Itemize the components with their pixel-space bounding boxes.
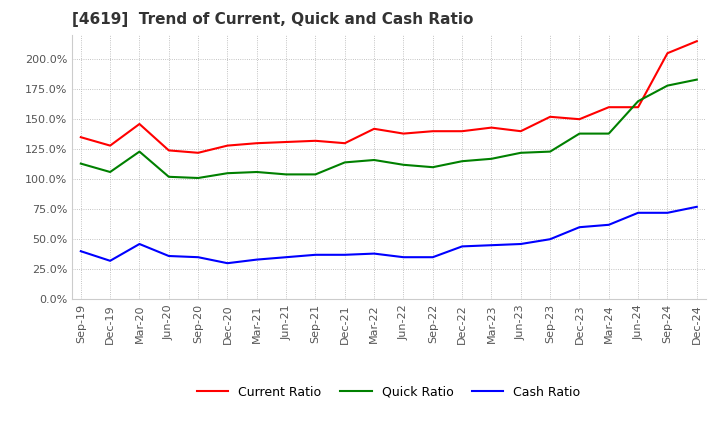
Quick Ratio [282, 172, 290, 177]
Current Ratio [663, 51, 672, 56]
Line: Current Ratio: Current Ratio [81, 41, 697, 153]
Current Ratio [575, 117, 584, 122]
Current Ratio [693, 39, 701, 44]
Quick Ratio [341, 160, 349, 165]
Current Ratio [399, 131, 408, 136]
Current Ratio [428, 128, 437, 134]
Cash Ratio [605, 222, 613, 227]
Text: [4619]  Trend of Current, Quick and Cash Ratio: [4619] Trend of Current, Quick and Cash … [72, 12, 473, 27]
Cash Ratio [428, 255, 437, 260]
Current Ratio [135, 121, 144, 127]
Cash Ratio [135, 242, 144, 247]
Quick Ratio [253, 169, 261, 175]
Cash Ratio [253, 257, 261, 262]
Current Ratio [253, 140, 261, 146]
Current Ratio [106, 143, 114, 148]
Quick Ratio [605, 131, 613, 136]
Cash Ratio [546, 237, 554, 242]
Current Ratio [487, 125, 496, 130]
Current Ratio [223, 143, 232, 148]
Cash Ratio [282, 255, 290, 260]
Quick Ratio [458, 158, 467, 164]
Current Ratio [546, 114, 554, 119]
Cash Ratio [634, 210, 642, 216]
Quick Ratio [399, 162, 408, 168]
Legend: Current Ratio, Quick Ratio, Cash Ratio: Current Ratio, Quick Ratio, Cash Ratio [192, 381, 585, 404]
Cash Ratio [311, 252, 320, 257]
Cash Ratio [693, 204, 701, 209]
Current Ratio [458, 128, 467, 134]
Current Ratio [311, 138, 320, 143]
Quick Ratio [575, 131, 584, 136]
Cash Ratio [106, 258, 114, 264]
Current Ratio [341, 140, 349, 146]
Quick Ratio [76, 161, 85, 166]
Cash Ratio [399, 255, 408, 260]
Quick Ratio [135, 149, 144, 154]
Quick Ratio [428, 165, 437, 170]
Quick Ratio [663, 83, 672, 88]
Current Ratio [76, 135, 85, 140]
Quick Ratio [487, 156, 496, 161]
Current Ratio [164, 148, 173, 153]
Current Ratio [605, 105, 613, 110]
Cash Ratio [223, 260, 232, 266]
Quick Ratio [634, 99, 642, 104]
Cash Ratio [341, 252, 349, 257]
Cash Ratio [194, 255, 202, 260]
Quick Ratio [546, 149, 554, 154]
Line: Quick Ratio: Quick Ratio [81, 80, 697, 178]
Quick Ratio [106, 169, 114, 175]
Cash Ratio [76, 249, 85, 254]
Cash Ratio [516, 242, 525, 247]
Cash Ratio [370, 251, 379, 256]
Current Ratio [194, 150, 202, 155]
Quick Ratio [223, 171, 232, 176]
Cash Ratio [575, 224, 584, 230]
Cash Ratio [458, 244, 467, 249]
Quick Ratio [693, 77, 701, 82]
Quick Ratio [516, 150, 525, 155]
Current Ratio [370, 126, 379, 132]
Cash Ratio [164, 253, 173, 259]
Quick Ratio [194, 176, 202, 181]
Cash Ratio [487, 242, 496, 248]
Current Ratio [634, 105, 642, 110]
Quick Ratio [311, 172, 320, 177]
Cash Ratio [663, 210, 672, 216]
Current Ratio [282, 139, 290, 145]
Quick Ratio [164, 174, 173, 180]
Quick Ratio [370, 158, 379, 163]
Current Ratio [516, 128, 525, 134]
Line: Cash Ratio: Cash Ratio [81, 207, 697, 263]
